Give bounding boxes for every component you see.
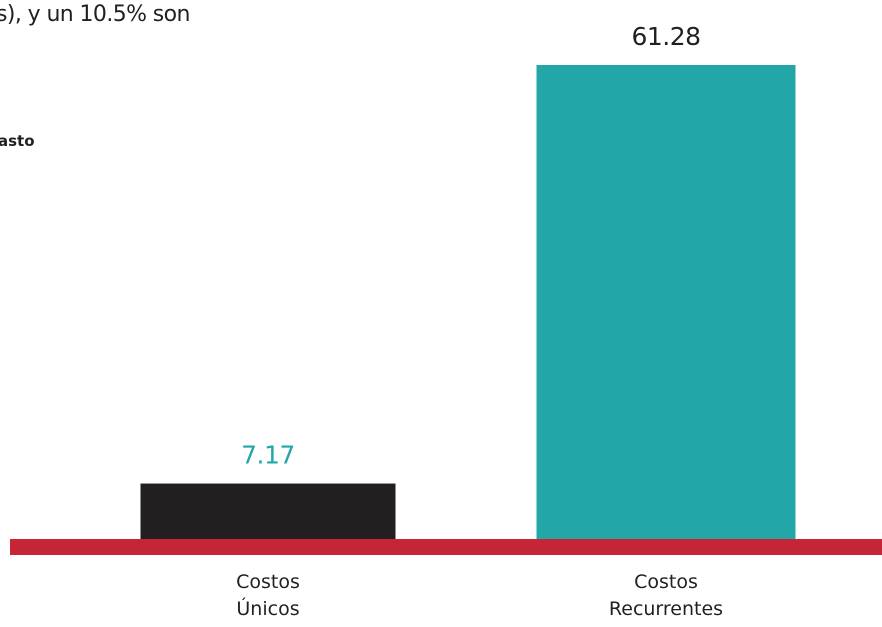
data-label-1: 61.28 bbox=[631, 22, 700, 51]
data-label-0: 7.17 bbox=[241, 441, 295, 470]
bar-1 bbox=[536, 65, 796, 539]
category-label-1-line-0: Costos bbox=[634, 571, 698, 593]
category-label-0-line-0: Costos bbox=[236, 571, 300, 593]
bar-0 bbox=[140, 483, 396, 539]
baseline-axis bbox=[10, 539, 882, 555]
category-label-1-line-1: Recurrentes bbox=[609, 598, 723, 620]
category-label-0-line-1: Únicos bbox=[236, 596, 299, 620]
caption-text-fragment: s), y un 10.5% son bbox=[0, 2, 190, 27]
legend-text-fragment: asto bbox=[0, 132, 35, 150]
